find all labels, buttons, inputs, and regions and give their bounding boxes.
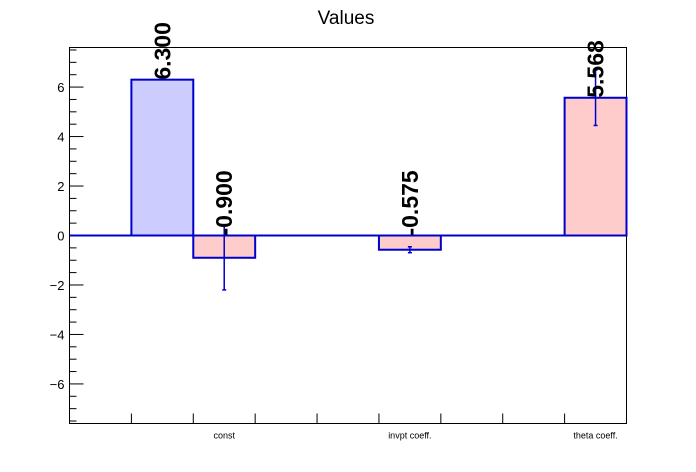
axis-layer: −6 −4 −2 0 2 4 6 const invpt coeff. theta coeff.: [50, 49, 618, 441]
label-layer: 6.300 -0.900 -0.575 5.568: [149, 22, 608, 235]
data-label: -0.575: [397, 170, 423, 235]
y-tick-label: −2: [50, 278, 65, 293]
data-label: -0.900: [211, 170, 237, 235]
bar-layer: [69, 69, 628, 291]
y-tick-label: −4: [50, 327, 65, 342]
y-tick-label: 2: [57, 179, 64, 194]
bar: [130, 78, 195, 237]
y-tick-label: 4: [57, 130, 64, 145]
data-label: 6.300: [149, 22, 175, 80]
y-tick-label: 6: [57, 80, 64, 95]
y-tick-label: 0: [57, 229, 64, 244]
chart-title: Values: [318, 8, 375, 29]
x-category-label: const: [213, 431, 235, 441]
data-label: 5.568: [583, 40, 609, 98]
x-category-label: theta coeff.: [573, 431, 617, 441]
y-tick-label: −6: [50, 377, 65, 392]
x-category-label: invpt coeff.: [388, 431, 431, 441]
